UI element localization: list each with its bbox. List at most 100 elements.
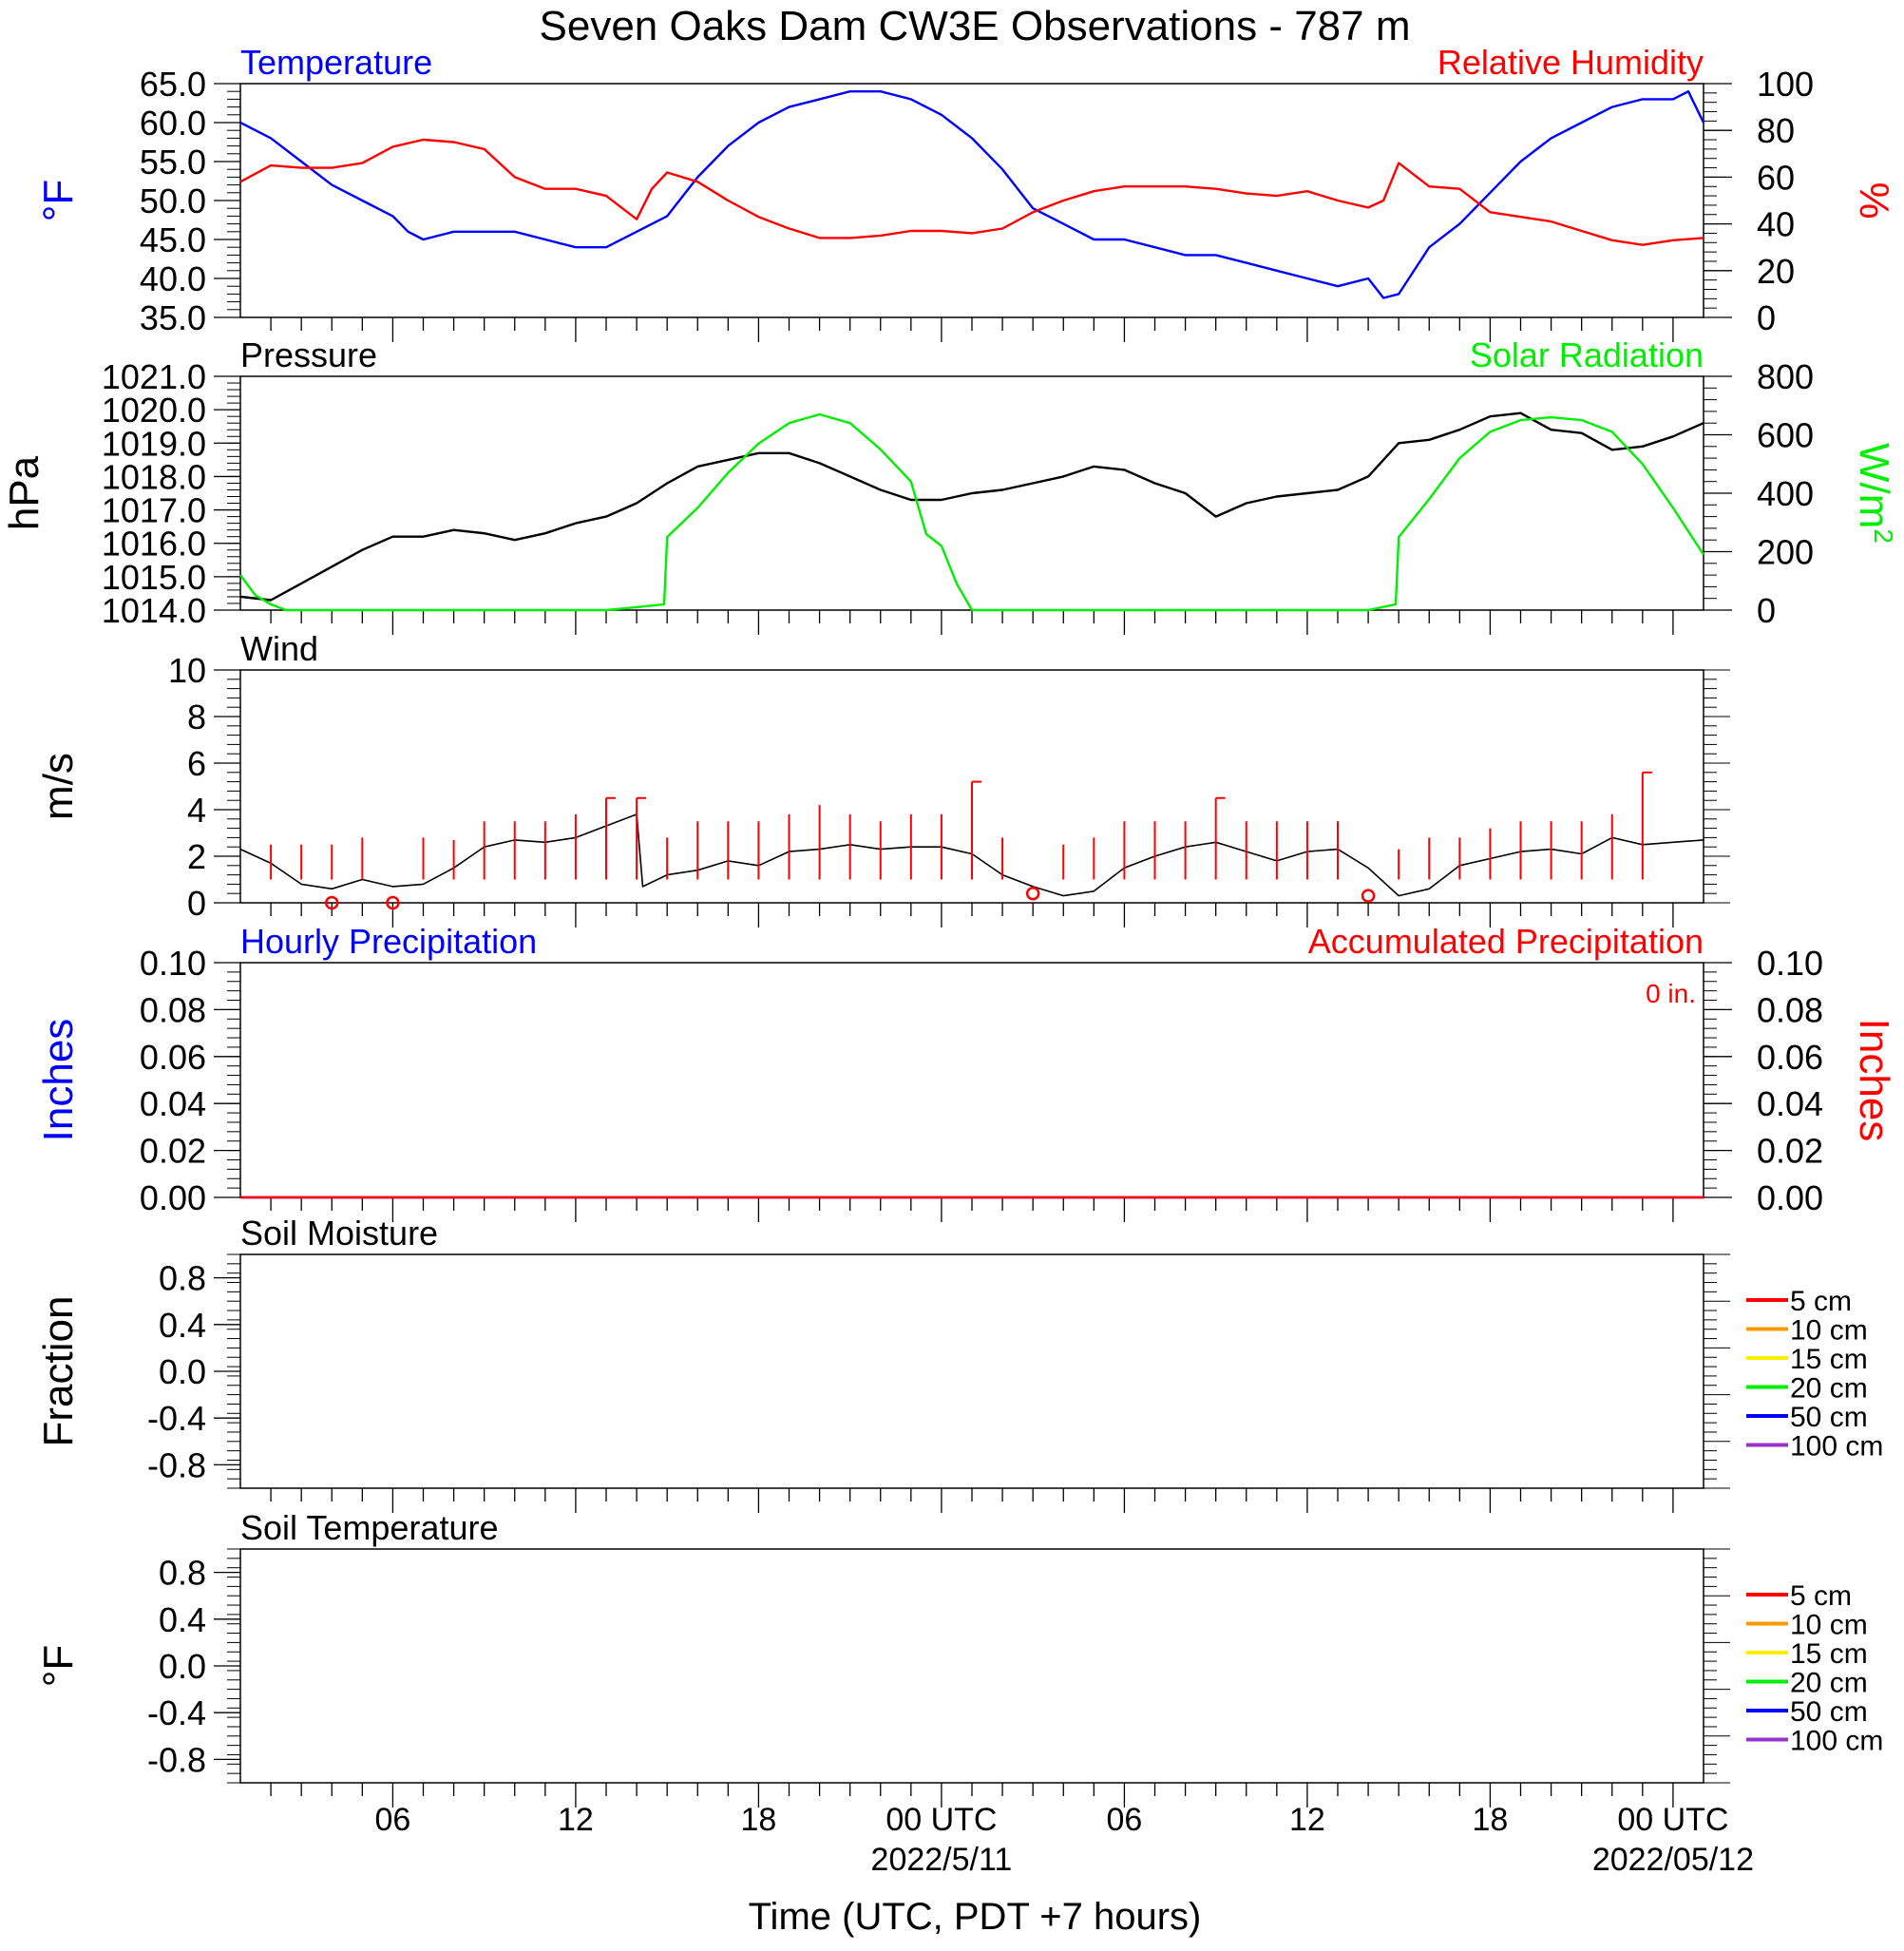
y-tick-label-left: 1017.0: [102, 491, 206, 530]
y-tick-label-right: 800: [1757, 357, 1814, 396]
y-tick-label-left: 0.02: [140, 1132, 206, 1171]
y-tick-label-left: 60.0: [140, 104, 206, 143]
y-tick-label-left: 1016.0: [102, 525, 206, 564]
panel-title-left: Wind: [240, 629, 318, 668]
y-tick-label-right: 0.08: [1757, 990, 1823, 1029]
y-tick-label-right: 0.10: [1757, 944, 1823, 983]
calm-wind-marker: [386, 895, 400, 910]
accum-label: 0 in.: [1646, 979, 1696, 1008]
chart-panels: 35.040.045.050.055.060.065.0020406080100…: [1, 43, 1899, 1808]
y-tick-label-right: 100: [1757, 65, 1814, 104]
y-tick-label-left: -0.8: [147, 1740, 206, 1779]
y-tick-label-left: 0.06: [140, 1038, 206, 1077]
legend-label: 5 cm: [1790, 1580, 1852, 1612]
panel-pressure-solar: 1014.01015.01016.01017.01018.01019.01020…: [1, 335, 1899, 635]
y-tick-label-right: 40: [1757, 205, 1795, 244]
x-tick-label: 12: [1289, 1802, 1325, 1838]
y-tick-label-left: 1014.0: [102, 591, 206, 630]
y-tick-label-left: 0.0: [159, 1647, 206, 1686]
y-tick-label-left: 1019.0: [102, 424, 206, 463]
y-tick-label-right: 0: [1757, 591, 1776, 630]
y-axis-unit-left: °F: [35, 180, 82, 221]
plot-frame: [239, 1253, 1704, 1489]
y-tick-label-left: 0.4: [159, 1306, 206, 1345]
y-tick-label-left: 0.08: [140, 990, 206, 1029]
y-tick-label-right: 0: [1757, 298, 1776, 337]
y-axis-unit-right: %: [1851, 182, 1897, 219]
legend-label: 20 cm: [1790, 1668, 1868, 1699]
panel-title-left: Soil Temperature: [240, 1508, 498, 1547]
panel-title-left: Hourly Precipitation: [240, 922, 537, 961]
y-tick-label-right: 0.04: [1757, 1084, 1823, 1123]
calm-wind-marker: [1361, 889, 1376, 903]
x-tick-label: 06: [1107, 1802, 1143, 1838]
legend-label: 100 cm: [1790, 1726, 1883, 1757]
panel-temperature-humidity: 35.040.045.050.055.060.065.0 0 20 40 60 80 100…: [35, 43, 1897, 342]
y-axis-unit-right: Inches: [1851, 1019, 1897, 1142]
y-tick-label-left: 1015.0: [102, 558, 206, 597]
x-tick-date-label: 2022/05/12: [1592, 1842, 1754, 1878]
y-tick-label-left: 0.04: [140, 1084, 206, 1123]
plot-frame: [239, 962, 1704, 1198]
series-line-solar-radiation: [239, 412, 1705, 612]
x-tick-label: 18: [741, 1802, 777, 1838]
y-tick-label-left: 0.8: [159, 1259, 206, 1298]
y-tick-label-right: 200: [1757, 533, 1814, 572]
y-tick-label-left: 0.00: [140, 1178, 206, 1217]
x-tick-label: 00 UTC: [885, 1802, 997, 1838]
y-tick-label-left: 8: [187, 698, 206, 736]
y-tick-label-left: 1021.0: [102, 357, 206, 396]
y-tick-label-left: 0.4: [159, 1600, 206, 1639]
y-tick-label-left: 0: [187, 884, 206, 923]
y-tick-label-left: 35.0: [140, 298, 206, 337]
y-tick-label-left: -0.4: [147, 1399, 206, 1438]
panel-title-right: Relative Humidity: [1438, 43, 1704, 82]
y-tick-label-left: 55.0: [140, 143, 206, 182]
y-tick-label-left: -0.8: [147, 1445, 206, 1484]
panel-precipitation: 0.00 0.02 0.04 0.06 0.08 0.10 0.00 0.02 0.04 0.06…: [35, 922, 1897, 1222]
x-tick-label: 12: [558, 1802, 594, 1838]
calm-wind-marker: [1025, 886, 1040, 901]
series-line-pressure: [239, 411, 1704, 602]
y-tick-label-right: 600: [1757, 416, 1814, 455]
calm-wind-marker: [325, 895, 339, 910]
y-tick-label-left: 40.0: [140, 259, 206, 298]
x-tick-label: 06: [375, 1802, 411, 1838]
y-axis-unit-left: m/s: [35, 753, 82, 820]
x-tick-label: 18: [1473, 1802, 1509, 1838]
panel-title-right: Solar Radiation: [1470, 335, 1704, 374]
y-tick-label-left: 50.0: [140, 182, 206, 220]
y-tick-label-left: 0.8: [159, 1554, 206, 1593]
series-line-relative-humidity: [239, 138, 1704, 246]
series-line-temperature: [239, 89, 1705, 299]
y-tick-label-left: 1018.0: [102, 457, 206, 496]
legend-label: 10 cm: [1790, 1610, 1868, 1641]
y-axis-unit-right: W/m2: [1851, 443, 1899, 544]
y-tick-label-left: 10: [168, 651, 206, 690]
legend-label: 100 cm: [1790, 1431, 1883, 1463]
y-tick-label-left: -0.4: [147, 1693, 206, 1732]
y-tick-label-right: 20: [1757, 252, 1795, 291]
x-tick-label: 00 UTC: [1617, 1802, 1728, 1838]
legend-label: 20 cm: [1790, 1373, 1868, 1405]
y-axis-unit-left: Fraction: [35, 1296, 82, 1447]
y-tick-label-left: 0.0: [159, 1352, 206, 1391]
y-tick-label-right: 60: [1757, 158, 1795, 197]
y-tick-label-left: 1020.0: [102, 391, 206, 430]
y-tick-label-right: 400: [1757, 474, 1814, 513]
legend-label: 50 cm: [1790, 1402, 1868, 1433]
y-tick-label-left: 4: [187, 791, 206, 830]
panel-title-left: Soil Moisture: [240, 1214, 438, 1253]
chart-title: Seven Oaks Dam CW3E Observations - 787 m: [540, 3, 1411, 49]
panel-soil-moisture: -0.8 -0.4 0.0 0.4 0.8 Soil Moisture Fraction 5 …: [35, 1214, 1883, 1513]
x-tick-date-label: 2022/5/11: [871, 1842, 1013, 1878]
y-tick-label-right: 0.00: [1757, 1178, 1823, 1217]
legend-label: 5 cm: [1790, 1286, 1852, 1317]
panel-wind: 0 2 4 6 8 10 Wind m/s: [35, 629, 1730, 928]
y-tick-label-left: 2: [187, 837, 206, 876]
y-tick-label-right: 80: [1757, 111, 1795, 150]
panel-title-left: Temperature: [240, 43, 432, 82]
y-tick-label-right: 0.02: [1757, 1132, 1823, 1171]
legend-label: 15 cm: [1790, 1344, 1868, 1375]
